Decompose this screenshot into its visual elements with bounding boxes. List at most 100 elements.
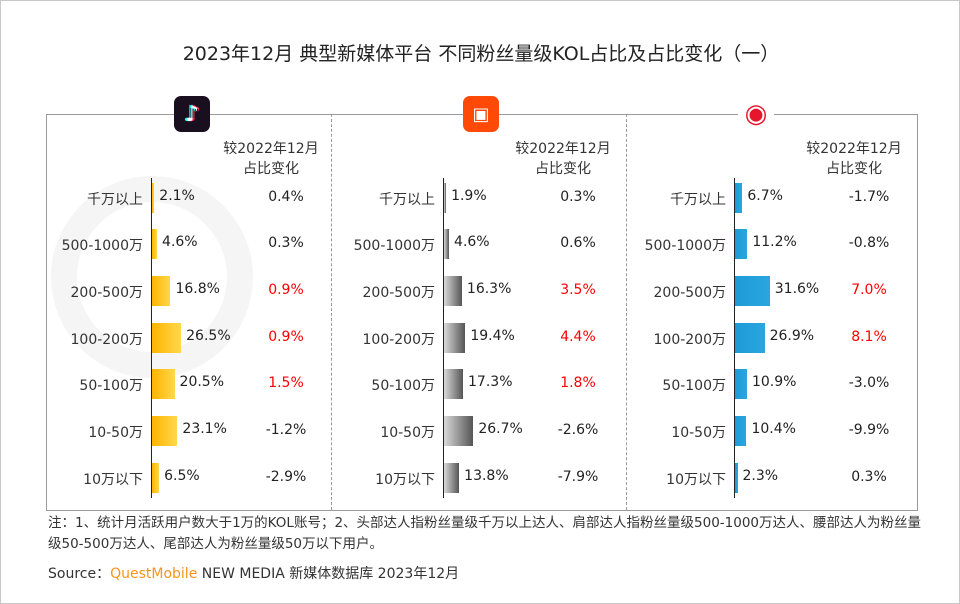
chart-title: 2023年12月 典型新媒体平台 不同粉丝量级KOL占比及占比变化（一） — [182, 43, 780, 65]
bar — [735, 323, 765, 353]
value-label: 16.3% — [466, 281, 512, 297]
category-label: 10万以下 — [83, 472, 143, 488]
bar — [444, 229, 450, 259]
value-label: 17.3% — [468, 374, 513, 390]
value-label: 4.6% — [162, 234, 198, 250]
bar — [152, 229, 158, 259]
category-label: 10-50万 — [88, 425, 143, 441]
value-label: 19.4% — [470, 328, 515, 344]
douyin-icon: ♪ — [174, 96, 210, 132]
weibo-icon: ◉ — [738, 96, 774, 132]
value-label: 2.3% — [742, 468, 779, 484]
change-value: 1.5% — [268, 375, 304, 391]
category-label: 10-50万 — [380, 425, 435, 441]
footnote: 注：1、统计月活跃用户数大于1万的KOL账号；2、头部达人指粉丝量级千万以上达人… — [48, 515, 922, 552]
category-label: 200-500万 — [362, 285, 436, 301]
change-value: -2.9% — [265, 469, 307, 485]
bar — [735, 369, 747, 399]
category-label: 50-100万 — [371, 378, 435, 394]
footer: 注：1、统计月活跃用户数大于1万的KOL账号；2、头部达人指粉丝量级千万以上达人… — [48, 513, 928, 583]
category-label: 千万以上 — [379, 192, 435, 208]
value-label: 10.9% — [751, 374, 797, 390]
change-value: -3.0% — [848, 375, 890, 391]
y-axis — [151, 178, 152, 498]
change-value: -9.9% — [848, 422, 890, 438]
category-label: 50-100万 — [79, 378, 143, 394]
change-value: 8.1% — [851, 329, 887, 345]
change-value: -1.7% — [848, 189, 890, 205]
category-label: 10-50万 — [671, 425, 726, 441]
value-label: 16.8% — [175, 281, 220, 297]
value-label: 6.5% — [164, 468, 200, 484]
source: Source：QuestMobile NEW MEDIA 新媒体数据库 2023… — [48, 563, 928, 583]
bar — [735, 276, 770, 306]
bar — [152, 323, 182, 353]
category-label: 500-1000万 — [61, 238, 143, 254]
value-label: 10.4% — [751, 421, 796, 437]
bar — [444, 183, 447, 213]
change-value: 1.8% — [560, 375, 596, 391]
y-axis — [734, 178, 735, 498]
change-value: 3.5% — [560, 282, 596, 298]
category-label: 千万以上 — [87, 192, 143, 208]
change-value: 0.3% — [560, 189, 596, 205]
source-prefix: Source： — [48, 566, 111, 582]
bar — [152, 463, 160, 493]
category-label: 200-500万 — [653, 285, 727, 301]
value-label: 4.6% — [454, 234, 490, 250]
change-header: 较2022年12月 占比变化 — [498, 139, 628, 179]
category-label: 500-1000万 — [353, 238, 435, 254]
kuaishou-icon: ▣ — [463, 96, 499, 132]
panel-kuaishou: ▣ 较2022年12月 占比变化千万以上 1.9% 0.3% 500-1000万 4.6% 0… — [331, 96, 621, 509]
change-value: -2.6% — [557, 422, 599, 438]
value-label: 26.7% — [478, 421, 523, 437]
category-label: 100-200万 — [362, 332, 436, 348]
bar — [444, 323, 466, 353]
change-header: 较2022年12月 占比变化 — [789, 139, 919, 179]
bar — [444, 463, 460, 493]
source-rest: NEW MEDIA 新媒体数据库 2023年12月 — [197, 566, 460, 582]
category-label: 50-100万 — [662, 378, 726, 394]
change-value: 7.0% — [851, 282, 887, 298]
value-label: 6.7% — [747, 188, 783, 204]
bar — [152, 416, 178, 446]
value-label: 31.6% — [774, 281, 820, 297]
source-brand: QuestMobile — [110, 566, 198, 582]
bar — [735, 229, 748, 259]
change-value: 0.3% — [268, 235, 304, 251]
value-label: 20.5% — [179, 374, 225, 390]
panel-divider — [331, 114, 332, 510]
change-value: -0.8% — [848, 235, 890, 251]
change-header-line: 占比变化 — [243, 161, 299, 177]
panel-divider — [626, 114, 627, 510]
change-value: 0.4% — [268, 189, 304, 205]
change-header-line: 较2022年12月 — [515, 141, 611, 157]
bar — [444, 416, 474, 446]
category-label: 100-200万 — [70, 332, 144, 348]
change-value: -7.9% — [557, 469, 599, 485]
category-label: 200-500万 — [70, 285, 144, 301]
y-axis — [443, 178, 444, 498]
bar — [444, 369, 464, 399]
category-label: 500-1000万 — [644, 238, 726, 254]
bar — [735, 183, 743, 213]
panel-douyin: ♪ 较2022年12月 占比变化千万以上 2.1% 0.4% 500-1000万 4.6% 0… — [46, 96, 336, 509]
bar — [444, 276, 462, 306]
value-label: 13.8% — [464, 468, 509, 484]
change-header-line: 较2022年12月 — [806, 141, 902, 157]
category-label: 100-200万 — [653, 332, 727, 348]
change-header-line: 占比变化 — [535, 161, 591, 177]
value-label: 2.1% — [159, 188, 195, 204]
value-label: 1.9% — [451, 188, 487, 204]
value-label: 26.9% — [769, 328, 815, 344]
bar — [152, 276, 171, 306]
bar — [152, 369, 175, 399]
value-label: 11.2% — [752, 234, 797, 250]
change-value: 0.9% — [268, 329, 304, 345]
category-label: 10万以下 — [375, 472, 435, 488]
category-label: 千万以上 — [670, 192, 726, 208]
change-header-line: 较2022年12月 — [223, 141, 319, 157]
change-value: 0.6% — [560, 235, 596, 251]
change-value: 0.9% — [268, 282, 304, 298]
